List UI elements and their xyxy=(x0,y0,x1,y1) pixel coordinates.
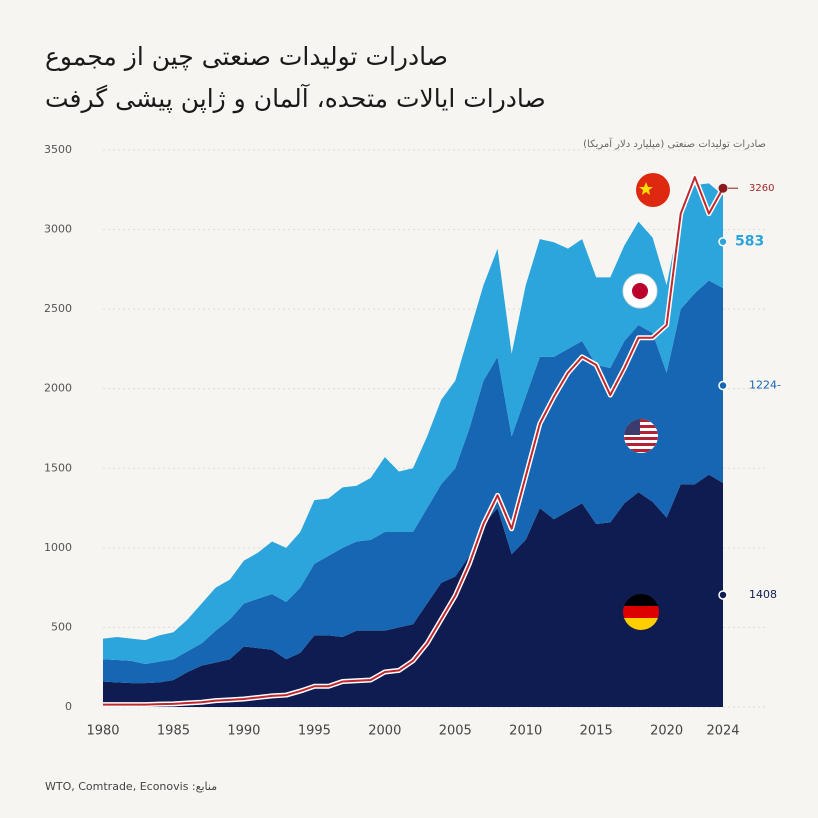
y-tick-label: 2000 xyxy=(44,382,72,395)
x-tick-label: 1985 xyxy=(157,724,190,739)
y-tick-label: 500 xyxy=(51,620,72,633)
flag-china xyxy=(636,173,670,207)
y-tick-label: 2500 xyxy=(44,302,72,315)
y-tick-label: 0 xyxy=(65,700,72,713)
x-tick-label: 2010 xyxy=(509,724,542,739)
flag-japan xyxy=(622,273,658,309)
x-tick-label: 2000 xyxy=(368,724,401,739)
end-dot xyxy=(718,183,728,193)
title-line: صادرات تولیدات صنعتی چین از مجموع xyxy=(45,42,448,71)
end-dot xyxy=(718,236,728,247)
y-tick-label: 1500 xyxy=(44,461,72,474)
source: منابع: WTO, Comtrade, Econovis xyxy=(45,780,218,793)
x-tick-label: 2020 xyxy=(650,724,683,739)
end-label: 1408 xyxy=(749,588,777,601)
x-tick-label: 1995 xyxy=(298,724,331,739)
y-tick-label: 1000 xyxy=(44,541,72,554)
flag-usa xyxy=(624,419,658,453)
x-tick-label: 2024 xyxy=(706,724,739,739)
end-label: 3260 xyxy=(749,183,774,194)
y-tick-label: 3000 xyxy=(44,223,72,236)
end-label: 1224- xyxy=(749,379,781,392)
area xyxy=(103,474,723,707)
title-line: صادرات ایالات متحده، آلمان و ژاپن پیشی گ… xyxy=(45,84,546,113)
area xyxy=(103,183,723,665)
x-tick-label: 2015 xyxy=(580,724,613,739)
y-tick-label: 3500 xyxy=(44,143,72,156)
end-dot xyxy=(718,590,728,600)
x-tick-label: 1990 xyxy=(227,724,260,739)
area xyxy=(103,280,723,684)
flag-germany xyxy=(623,594,659,630)
x-tick-label: 2005 xyxy=(439,724,472,739)
end-label: 583 xyxy=(735,234,764,250)
line xyxy=(103,176,724,706)
x-tick-label: 1980 xyxy=(86,724,119,739)
y-axis-label: صادرات تولیدات صنعتی (میلیارد دلار آمریک… xyxy=(583,139,766,150)
end-dot xyxy=(718,380,728,391)
